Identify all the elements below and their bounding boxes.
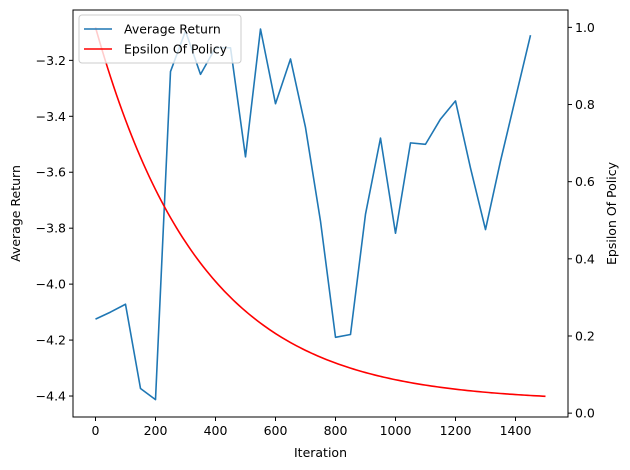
y-left-tick-label: −3.6: [36, 165, 66, 180]
x-tick-label: 400: [204, 423, 228, 438]
series-line-average-return: [95, 28, 532, 401]
plot-area: [94, 27, 546, 401]
x-tick-label: 800: [324, 423, 348, 438]
x-tick-label: 0: [92, 423, 100, 438]
legend-box: [78, 14, 242, 64]
y-right-tick-label: 0.4: [575, 251, 595, 266]
y-right-tick-label: 0.0: [575, 406, 595, 421]
y-left-tick-label: −4.4: [36, 389, 66, 404]
x-tick-label: 200: [144, 423, 168, 438]
legend-label-epsilon-of-policy: Epsilon Of Policy: [124, 42, 228, 57]
y-left-tick-label: −4.2: [36, 333, 66, 348]
y-axis-right-label: Epsilon Of Policy: [604, 161, 619, 265]
y-left-tick-label: −3.8: [36, 221, 66, 236]
y-right-tick-label: 1.0: [575, 20, 595, 35]
x-axis-label: Iteration: [294, 445, 347, 460]
legend: Average Return Epsilon Of Policy: [78, 14, 242, 64]
y-right-tick-label: 0.6: [575, 174, 595, 189]
x-tick-label: 1200: [440, 423, 472, 438]
y-right-tick-label: 0.8: [575, 97, 595, 112]
legend-label-average-return: Average Return: [124, 22, 221, 37]
axes: 0 200 400 600 800 1000 1200 1400 −3.2 −3.4 −3.6 −3.…: [36, 9, 595, 438]
y-left-tick-label: −4.0: [36, 277, 66, 292]
x-tick-label: 600: [264, 423, 288, 438]
y-axis-left-label: Average Return: [8, 165, 23, 262]
x-tick-label: 1400: [500, 423, 532, 438]
series-line-epsilon-of-policy: [94, 27, 546, 398]
y-right-tick-label: 0.2: [575, 328, 595, 343]
y-left-tick-label: −3.4: [36, 109, 66, 124]
plot-frame: [72, 9, 569, 418]
x-tick-label: 1000: [380, 423, 412, 438]
y-left-tick-label: −3.2: [36, 53, 66, 68]
